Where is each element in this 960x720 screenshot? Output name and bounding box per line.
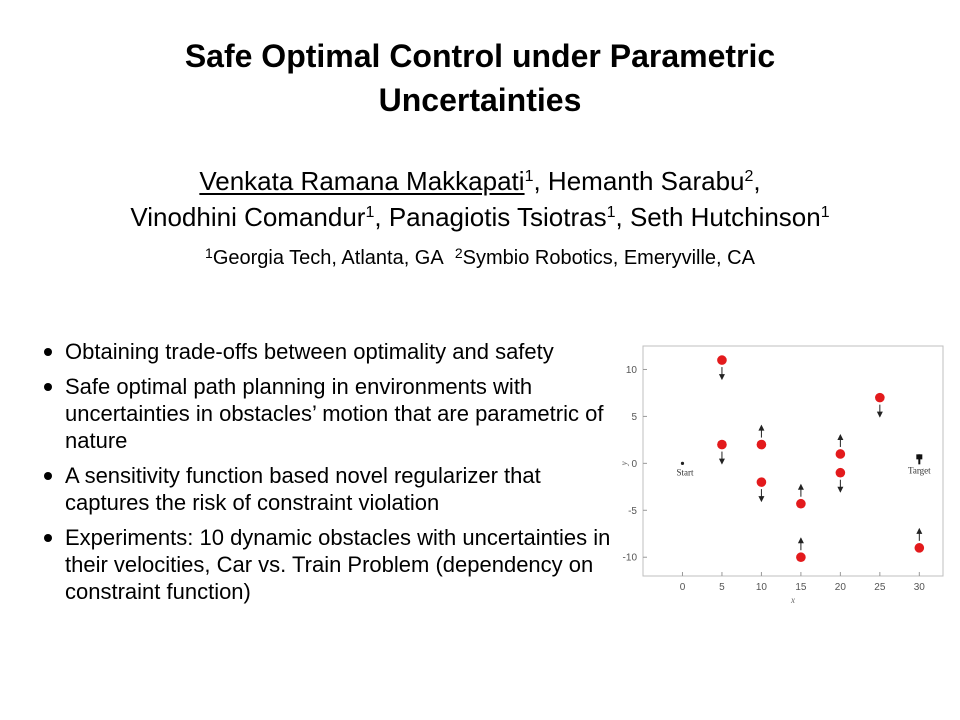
- y-tick-label: 0: [631, 459, 637, 470]
- arrowhead-icon: [837, 433, 844, 440]
- bullet-text: Obtaining trade-offs between optimality …: [65, 339, 554, 364]
- x-axis-label: x: [790, 595, 795, 605]
- start-label: Start: [676, 467, 693, 477]
- bullet-item: Safe optimal path planning in environmen…: [40, 373, 620, 454]
- arrowhead-icon: [718, 374, 725, 381]
- arrowhead-icon: [758, 496, 765, 503]
- obstacle-marker: [835, 467, 846, 478]
- y-tick-label: 5: [631, 412, 637, 423]
- obstacle-scatter-figure: 0 5 10 15 20 25 30 10 5 0 -5 -10 x y Start Target: [614, 340, 954, 610]
- bullet-text: Experiments: 10 dynamic obstacles with u…: [65, 525, 611, 604]
- x-tick-label: 10: [756, 582, 768, 593]
- arrowhead-icon: [837, 486, 844, 493]
- author-line-2: Vinodhini Comandur1, Panagiotis Tsiotras…: [130, 202, 830, 232]
- y-tick-label: -10: [623, 553, 638, 564]
- obstacle-marker: [717, 355, 727, 365]
- author-name: Seth Hutchinson: [629, 202, 821, 232]
- y-tick-label: 10: [626, 365, 638, 376]
- affiliation-mark: 1: [205, 245, 213, 261]
- affiliations: 1Georgia Tech, Atlanta, GA 2Symbio Robot…: [20, 243, 940, 273]
- x-tick-label: 25: [874, 582, 886, 593]
- obstacle-scatter-chart: 0 5 10 15 20 25 30 10 5 0 -5 -10 x y Start Target: [619, 345, 944, 605]
- slide-title: Safe Optimal Control under Parametric Un…: [80, 34, 880, 122]
- arrowhead-icon: [797, 537, 804, 544]
- y-axis-label: y: [619, 461, 629, 466]
- x-tick-label: 15: [795, 582, 807, 593]
- author-affiliation-mark: 1: [606, 204, 616, 221]
- affiliation-text: Symbio Robotics, Emeryville, CA: [462, 247, 755, 269]
- start-marker: [680, 461, 685, 465]
- title-line-2: Uncertainties: [378, 82, 582, 118]
- plot-area: [642, 345, 944, 577]
- bullet-dot-icon: [44, 534, 52, 542]
- affiliation-mark: 2: [454, 245, 463, 261]
- arrowhead-icon: [916, 527, 923, 534]
- bullet-item: A sensitivity function based novel regul…: [40, 462, 620, 516]
- bullet-dot-icon: [44, 383, 52, 391]
- author-name: Hemanth Sarabu: [547, 166, 745, 196]
- affiliation-text: Georgia Tech, Atlanta, GA: [212, 247, 444, 269]
- obstacle-marker: [835, 449, 846, 459]
- obstacle-marker: [717, 439, 727, 450]
- x-tick-label: 20: [835, 582, 847, 593]
- author-affiliation-mark: 1: [524, 168, 534, 185]
- author-affiliation-mark: 1: [365, 204, 375, 221]
- x-tick-label: 30: [914, 582, 926, 593]
- y-tick-label: -5: [628, 506, 637, 517]
- author-name: Panagiotis Tsiotras: [388, 202, 607, 232]
- author-affiliation-mark: 2: [744, 168, 754, 185]
- obstacle-marker: [756, 439, 767, 450]
- arrowhead-icon: [758, 424, 765, 431]
- bullet-item: Obtaining trade-offs between optimality …: [40, 338, 620, 365]
- obstacle-marker: [796, 552, 806, 563]
- obstacle-marker: [914, 543, 925, 553]
- target-flag-icon: [916, 454, 923, 460]
- bullet-list: Obtaining trade-offs between optimality …: [40, 338, 620, 613]
- bullet-dot-icon: [44, 472, 52, 480]
- obstacle-marker: [756, 477, 767, 487]
- target-label: Target: [908, 465, 931, 475]
- bullet-item: Experiments: 10 dynamic obstacles with u…: [40, 524, 620, 605]
- obstacle-marker: [875, 392, 885, 403]
- obstacle-marker: [796, 498, 806, 509]
- arrowhead-icon: [718, 458, 725, 465]
- bullet-dot-icon: [44, 348, 52, 356]
- author-list: Venkata Ramana Makkapati1, Hemanth Sarab…: [20, 163, 940, 235]
- author-affiliation-mark: 1: [820, 204, 830, 221]
- arrowhead-icon: [876, 411, 883, 418]
- x-tick-label: 5: [719, 582, 725, 593]
- bullet-text: A sensitivity function based novel regul…: [65, 463, 541, 515]
- author-name: Vinodhini Comandur: [130, 202, 366, 232]
- arrowhead-icon: [797, 483, 804, 490]
- author-line-1: Venkata Ramana Makkapati1, Hemanth Sarab…: [199, 166, 761, 196]
- x-tick-label: 0: [680, 582, 686, 593]
- presenting-author-name: Venkata Ramana Makkapati: [199, 166, 525, 196]
- bullet-text: Safe optimal path planning in environmen…: [65, 374, 604, 453]
- title-line-1: Safe Optimal Control under Parametric: [184, 38, 776, 74]
